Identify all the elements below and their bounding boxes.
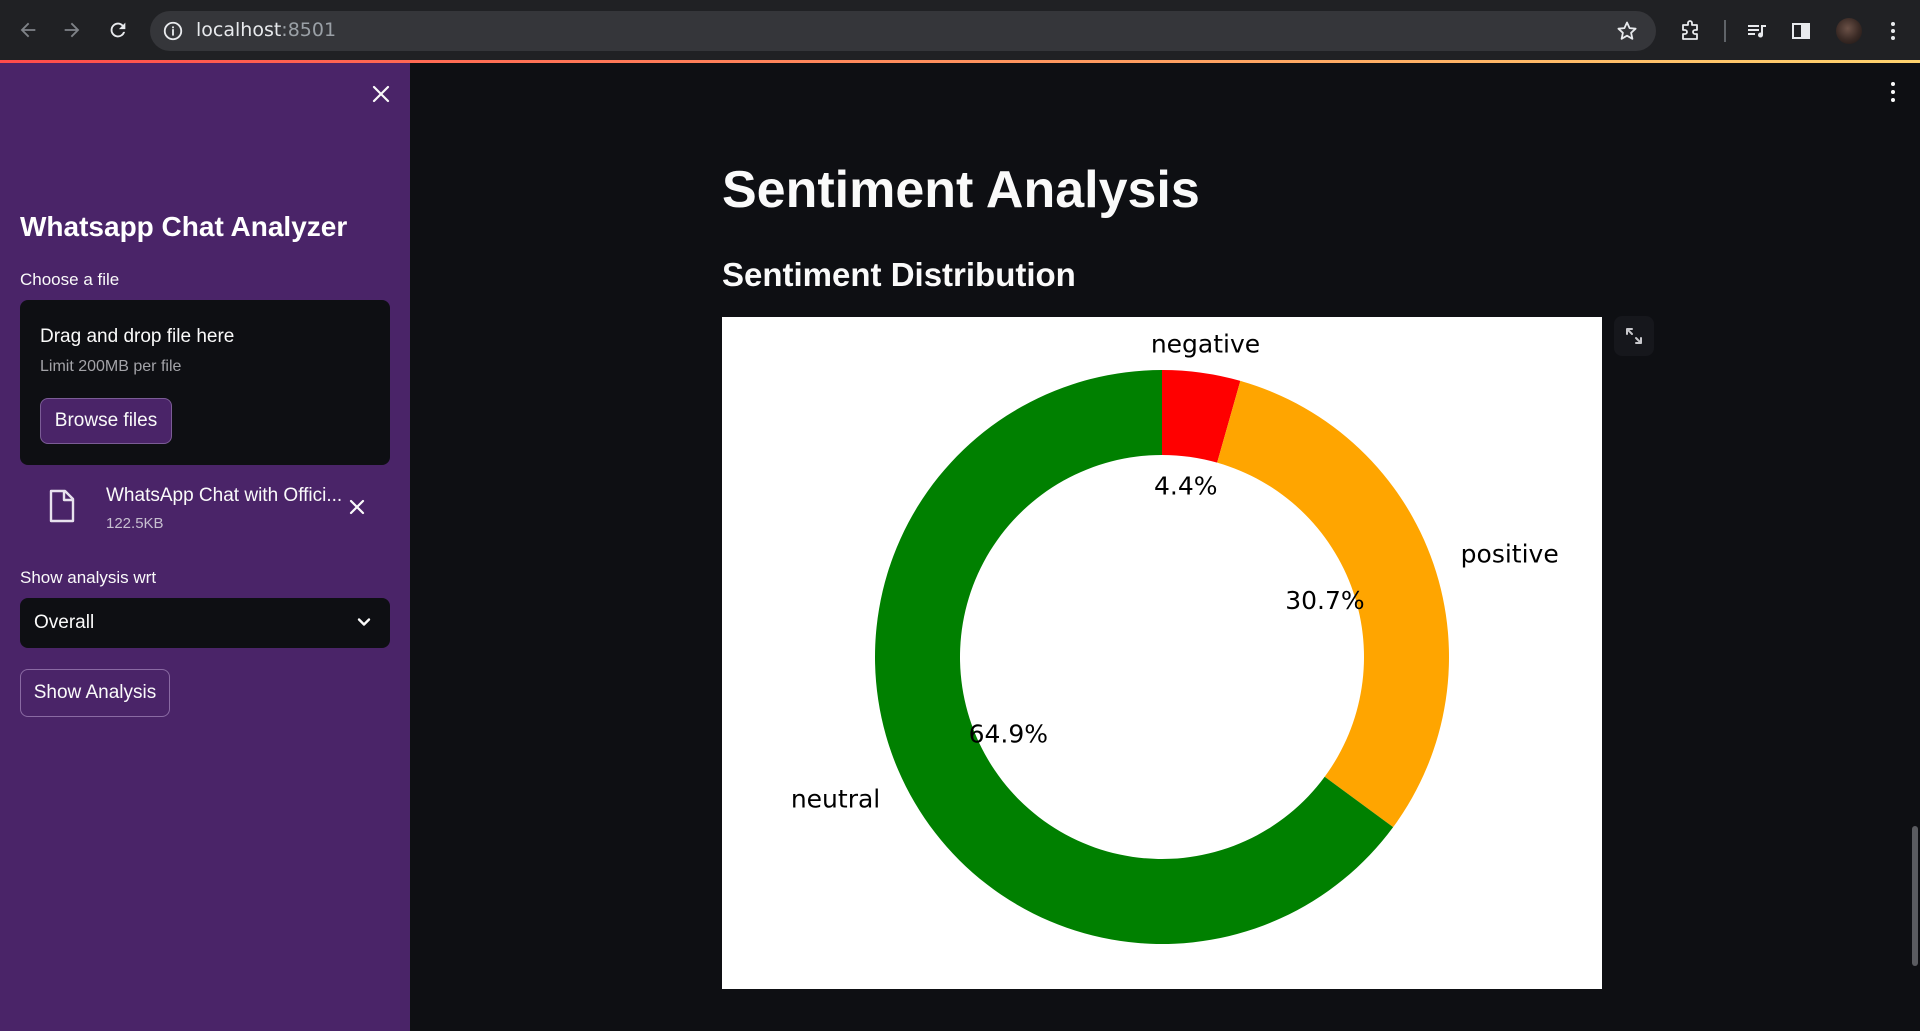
slice-neutral <box>875 370 1394 944</box>
media-icon[interactable] <box>1744 18 1770 44</box>
file-dropzone[interactable]: Drag and drop file here Limit 200MB per … <box>20 300 390 465</box>
chevron-down-icon <box>354 612 374 632</box>
sentiment-chart: negative 4.4% positive 30.7% neutral 64.9% <box>722 317 1602 989</box>
analysis-wrt-label: Show analysis wrt <box>20 568 157 587</box>
dropzone-limit: Limit 200MB per file <box>40 358 182 375</box>
side-panel-icon[interactable] <box>1788 18 1814 44</box>
kebab-menu-icon[interactable] <box>1880 18 1906 44</box>
page-scrollbar[interactable] <box>1912 826 1918 966</box>
show-analysis-button[interactable]: Show Analysis <box>20 669 170 717</box>
slice-positive <box>1217 380 1449 828</box>
pct-positive: 30.7% <box>1285 586 1364 615</box>
extensions-icon[interactable] <box>1677 18 1703 44</box>
uploaded-file-item: WhatsApp Chat with Offici... 122.5KB <box>20 481 390 543</box>
address-bar[interactable] <box>150 11 1656 51</box>
section-subtitle: Sentiment Distribution <box>722 256 1076 293</box>
browser-toolbar: localhost:8501 <box>0 0 1920 62</box>
browse-files-button[interactable]: Browse files <box>40 398 172 444</box>
url-port: :8501 <box>281 19 337 41</box>
file-icon <box>48 489 76 528</box>
expand-icon[interactable] <box>1614 316 1654 356</box>
main-menu-icon[interactable] <box>1888 80 1898 104</box>
label-positive: positive <box>1461 540 1559 569</box>
analysis-select[interactable]: Overall <box>20 598 390 648</box>
donut-chart-svg: negative 4.4% positive 30.7% neutral 64.9% <box>791 329 1559 944</box>
file-size: 122.5KB <box>106 515 164 532</box>
page-title: Sentiment Analysis <box>722 161 1200 219</box>
remove-file-icon[interactable] <box>345 495 369 519</box>
sidebar-title: Whatsapp Chat Analyzer <box>20 211 348 242</box>
forward-arrow-icon[interactable] <box>58 16 86 44</box>
info-icon[interactable] <box>162 20 184 42</box>
back-arrow-icon[interactable] <box>14 16 42 44</box>
slice-negative <box>1162 370 1241 463</box>
label-neutral: neutral <box>791 784 880 813</box>
star-icon[interactable] <box>1614 18 1640 44</box>
label-negative: negative <box>1151 329 1260 358</box>
pct-negative: 4.4% <box>1154 471 1218 500</box>
dropzone-text: Drag and drop file here <box>40 326 235 347</box>
close-icon[interactable] <box>368 81 394 107</box>
analysis-select-value: Overall <box>34 612 95 633</box>
toolbar-divider <box>1724 20 1726 42</box>
choose-file-label: Choose a file <box>20 270 120 289</box>
url-host: localhost <box>196 19 282 41</box>
loading-accent-line <box>0 60 1920 63</box>
url-text[interactable]: localhost:8501 <box>196 19 336 41</box>
reload-icon[interactable] <box>104 16 132 44</box>
pct-neutral: 64.9% <box>969 720 1048 749</box>
file-name: WhatsApp Chat with Offici... <box>106 485 343 506</box>
profile-avatar[interactable] <box>1836 18 1862 44</box>
sidebar: Whatsapp Chat Analyzer Choose a file Dra… <box>0 63 410 1031</box>
